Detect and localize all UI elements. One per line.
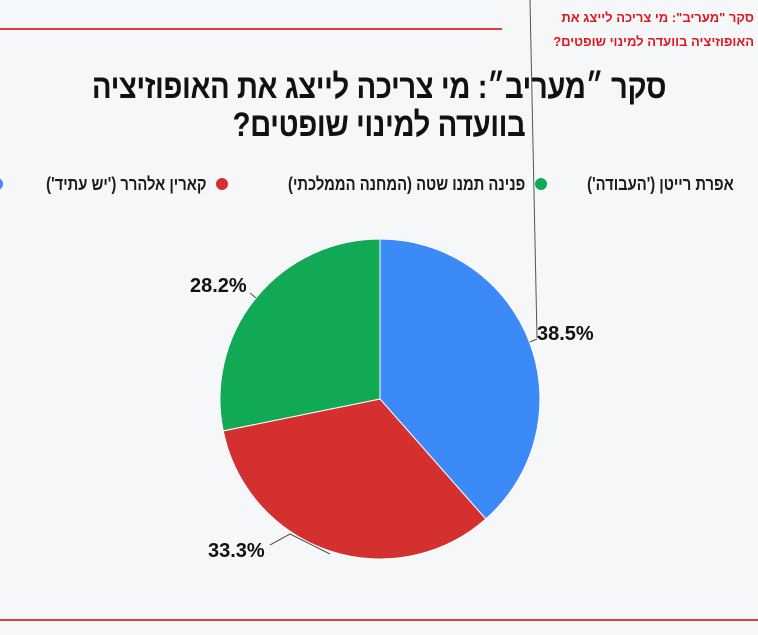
legend-label: פנינה תמנו שטה (המחנה הממלכתי): [288, 173, 526, 194]
chart-legend: אפרת רייטן ('העבודה') פנינה תמנו שטה (המ…: [0, 172, 734, 196]
pct-label-green: 28.2%: [190, 275, 247, 297]
leader-line-green: [249, 292, 257, 299]
leader-line-blue: [529, 338, 538, 343]
pct-label-blue: 38.5%: [537, 323, 594, 345]
legend-item-pnina-tamano-shata[interactable]: פנינה תמנו שטה (המחנה הממלכתי): [216, 174, 525, 195]
pie-slice-pnina-tamano-shata[interactable]: [222, 398, 487, 560]
article-kicker[interactable]: סקר "מעריב": מי צריכה לייצג את האופוזיצי…: [553, 10, 754, 49]
top-divider: [0, 28, 502, 30]
leader-line-red: [269, 533, 331, 555]
legend-item-karin-elharar[interactable]: קארין אלהרר ('יש עתיד'): [0, 174, 206, 195]
leader-line: [529, 0, 538, 339]
legend-label: קארין אלהרר ('יש עתיד'): [45, 173, 207, 194]
pie-slice-efrat-rayten[interactable]: [219, 238, 381, 432]
legend-item-efrat-rayten[interactable]: אפרת רייטן ('העבודה'): [535, 174, 734, 195]
bottom-divider: [0, 619, 758, 621]
pie-slice-karin-elharar[interactable]: [379, 238, 541, 520]
legend-dot-green-icon: [535, 178, 548, 190]
legend-dot-blue-icon: [0, 178, 3, 190]
legend-label: אפרת רייטן ('העבודה'): [587, 173, 734, 194]
chart-title: סקר ״מעריב״: מי צריכה לייצג את האופוזיצי…: [91, 68, 667, 144]
pct-label-red: 33.3%: [208, 540, 265, 562]
legend-dot-red-icon: [216, 178, 229, 190]
